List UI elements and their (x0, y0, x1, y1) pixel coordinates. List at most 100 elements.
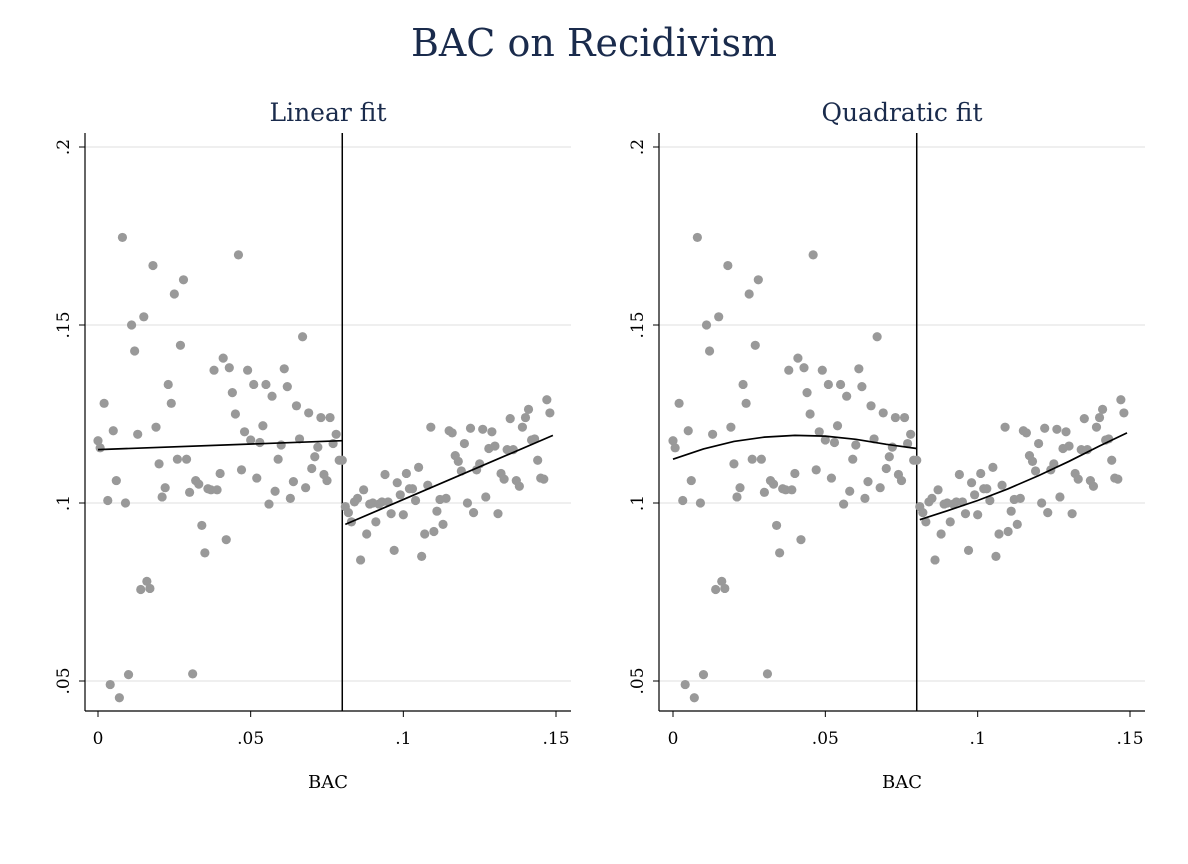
data-point (233, 250, 244, 260)
data-point (530, 434, 540, 444)
data-point (139, 312, 149, 322)
data-point (441, 493, 451, 503)
data-point (151, 422, 161, 432)
data-point (181, 454, 192, 464)
data-point (227, 388, 237, 398)
data-point (514, 481, 524, 491)
data-point (310, 452, 320, 462)
data-point (921, 517, 931, 527)
data-point (1040, 423, 1050, 433)
data-point (111, 475, 121, 486)
data-point (945, 517, 955, 527)
data-point (890, 412, 901, 423)
data-point (133, 429, 143, 439)
data-point (954, 469, 964, 480)
x-axis-label: BAC (308, 772, 348, 793)
data-point (197, 520, 207, 531)
data-point (154, 459, 164, 469)
data-point (185, 487, 195, 497)
data-point (1043, 508, 1053, 518)
data-point (103, 495, 113, 506)
data-point (1021, 428, 1032, 438)
data-point (1061, 427, 1071, 437)
data-point (126, 320, 137, 330)
data-point (670, 443, 680, 453)
data-point (723, 260, 733, 271)
data-point (313, 442, 323, 452)
data-point (918, 508, 928, 518)
data-point (1049, 459, 1059, 469)
data-point (732, 492, 742, 502)
data-point (249, 379, 259, 390)
data-point (282, 381, 292, 392)
data-point (708, 429, 718, 439)
data-point (808, 250, 818, 260)
panel-title: Linear fit (269, 98, 386, 127)
panel-linear-fit: Linear fit .05 .1 .15 .2 0 .05 .1 .15 BAC (54, 98, 571, 793)
data-point (359, 485, 369, 495)
data-point (120, 498, 131, 508)
data-point (811, 465, 821, 475)
data-point (331, 429, 341, 439)
data-point (316, 412, 326, 423)
data-point (784, 365, 794, 375)
data-point (297, 332, 308, 342)
fit-line-right (919, 432, 1128, 521)
data-point (246, 435, 256, 445)
data-point (771, 520, 782, 531)
data-point (820, 435, 830, 445)
data-point (533, 455, 543, 465)
data-point (294, 434, 305, 444)
data-point (927, 493, 937, 503)
x-tick-label: 0 (668, 729, 679, 749)
data-point (973, 510, 983, 520)
data-point (741, 398, 751, 408)
data-point (930, 555, 940, 565)
data-point (726, 422, 736, 432)
data-point (136, 584, 146, 595)
data-point (829, 437, 840, 448)
data-point (218, 353, 228, 363)
data-point (523, 404, 534, 414)
data-point (322, 475, 332, 486)
data-point (142, 576, 152, 586)
data-point (279, 364, 289, 374)
data-point (863, 477, 873, 487)
data-point (1000, 422, 1010, 432)
x-tick-label: .1 (395, 729, 411, 749)
data-point (172, 454, 182, 464)
data-point (878, 408, 888, 418)
data-point (698, 669, 709, 680)
data-point (799, 363, 809, 373)
data-point (720, 583, 730, 594)
data-point (380, 469, 390, 480)
data-point (99, 398, 109, 408)
data-point (432, 506, 442, 516)
data-point (997, 480, 1007, 490)
data-point (493, 509, 503, 519)
y-tick-label: .2 (628, 139, 648, 155)
data-point (417, 551, 427, 562)
fit-line-left (97, 439, 343, 451)
data-point (842, 391, 852, 401)
data-point (255, 437, 265, 448)
data-point (407, 484, 418, 494)
data-point (157, 492, 167, 502)
data-point (796, 535, 806, 545)
data-point (1088, 481, 1099, 491)
data-point (276, 440, 286, 450)
data-point (175, 340, 186, 350)
data-point (307, 463, 317, 474)
data-point (1052, 424, 1062, 434)
data-point (105, 679, 115, 690)
data-point (267, 391, 277, 401)
data-point (221, 535, 231, 545)
data-point (239, 427, 250, 437)
data-point (936, 529, 946, 539)
data-point (230, 409, 240, 419)
data-point (814, 427, 824, 437)
data-point (499, 474, 509, 484)
data-point (517, 422, 528, 432)
data-point (200, 548, 210, 558)
data-point (970, 490, 980, 500)
